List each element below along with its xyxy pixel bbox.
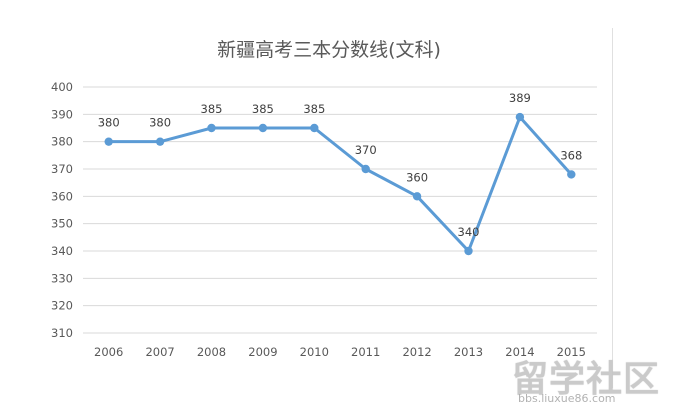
data-point [412, 192, 422, 201]
data-point [310, 123, 319, 133]
data-label: 368 [560, 148, 582, 162]
x-tick-label: 2014 [505, 345, 534, 359]
y-tick-label: 310 [51, 326, 73, 340]
data-point [567, 170, 576, 179]
data-point [155, 137, 165, 146]
x-tick-label: 2012 [402, 345, 431, 359]
gridlines [83, 86, 597, 334]
y-tick-label: 340 [51, 244, 73, 258]
y-tick-label: 320 [51, 299, 73, 313]
x-axis-ticks: 2006 2007 2008 2009 2010 2011 2012 2013 2014 2015 [94, 345, 586, 359]
series-line-path [108, 115, 573, 253]
x-tick-label: 2007 [145, 345, 174, 359]
data-label: 385 [252, 102, 274, 116]
y-tick-label: 330 [51, 271, 73, 285]
x-tick-label: 2015 [557, 345, 586, 359]
x-tick-label: 2011 [351, 345, 380, 359]
series-line [108, 115, 573, 253]
data-label: 340 [458, 225, 480, 239]
panel-divider [612, 28, 613, 388]
data-labels: 380 380 385 385 385 370 360 340 389 368 [98, 91, 583, 239]
data-point [361, 164, 370, 174]
y-axis-ticks: 310 320 330 340 350 360 370 380 390 400 [51, 80, 73, 340]
data-label: 389 [509, 91, 531, 105]
data-label: 380 [149, 116, 171, 130]
y-tick-label: 400 [51, 80, 73, 94]
chart-title: 新疆高考三本分数线(文科) [217, 39, 441, 61]
x-tick-label: 2010 [300, 345, 329, 359]
data-point [515, 112, 525, 122]
data-label: 360 [406, 170, 428, 184]
data-label: 385 [303, 102, 325, 116]
data-point [207, 123, 216, 133]
x-tick-label: 2008 [197, 345, 226, 359]
data-point [104, 137, 113, 146]
data-label: 380 [98, 116, 120, 130]
y-tick-label: 350 [51, 217, 73, 231]
series-points [104, 112, 576, 256]
y-tick-label: 380 [51, 135, 73, 149]
x-tick-label: 2009 [248, 345, 277, 359]
data-point [464, 246, 473, 256]
data-label: 385 [201, 102, 223, 116]
x-tick-label: 2006 [94, 345, 123, 359]
data-point [258, 123, 268, 133]
y-tick-label: 390 [51, 107, 73, 121]
x-tick-label: 2013 [454, 345, 483, 359]
y-tick-label: 370 [51, 162, 73, 176]
y-tick-label: 360 [51, 189, 73, 203]
data-label: 370 [355, 143, 377, 157]
